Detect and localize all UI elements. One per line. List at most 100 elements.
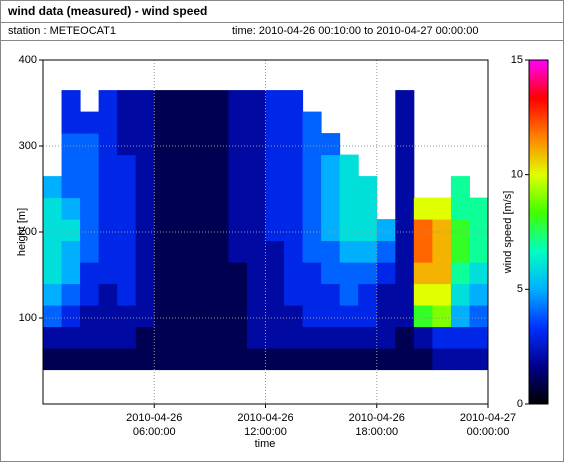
heat-cell bbox=[191, 240, 211, 263]
heat-cell bbox=[395, 154, 415, 177]
heat-cell bbox=[80, 111, 100, 134]
heat-cell bbox=[339, 197, 359, 220]
heat-cell bbox=[376, 219, 396, 242]
heat-cell bbox=[117, 326, 137, 349]
heat-cell bbox=[135, 283, 155, 306]
heat-cell bbox=[209, 176, 229, 199]
heat-cell bbox=[228, 90, 248, 113]
heat-cell bbox=[228, 283, 248, 306]
heat-cell bbox=[191, 348, 211, 371]
heat-cell bbox=[209, 283, 229, 306]
heat-cell bbox=[228, 219, 248, 242]
colorbar-tick-label: 10 bbox=[511, 169, 523, 181]
heat-cell bbox=[191, 262, 211, 285]
heat-cell bbox=[98, 262, 118, 285]
heat-cell bbox=[80, 348, 100, 371]
heat-cell bbox=[302, 283, 322, 306]
heat-cell bbox=[395, 176, 415, 199]
heat-cell bbox=[284, 176, 304, 199]
heat-cell bbox=[321, 348, 341, 371]
heat-cell bbox=[117, 240, 137, 263]
heat-cell bbox=[395, 326, 415, 349]
heat-cell bbox=[413, 305, 433, 328]
heat-cell bbox=[61, 219, 81, 242]
heat-cell bbox=[61, 262, 81, 285]
heat-cell bbox=[302, 348, 322, 371]
heat-cell bbox=[61, 133, 81, 156]
heat-cell bbox=[432, 262, 452, 285]
heat-cell bbox=[395, 348, 415, 371]
heat-cell bbox=[154, 348, 174, 371]
heat-cell bbox=[154, 133, 174, 156]
heat-cell bbox=[43, 176, 63, 199]
heat-cell bbox=[80, 133, 100, 156]
heat-cell bbox=[284, 262, 304, 285]
heat-cell bbox=[450, 283, 470, 306]
heat-cell bbox=[469, 305, 489, 328]
heat-cell bbox=[172, 111, 192, 134]
heat-cell bbox=[265, 90, 285, 113]
heat-cell bbox=[395, 305, 415, 328]
heat-cell bbox=[413, 197, 433, 220]
heat-cell bbox=[413, 348, 433, 371]
heat-cell bbox=[450, 240, 470, 263]
heat-cell bbox=[432, 197, 452, 220]
heat-cell bbox=[284, 154, 304, 177]
heat-cell bbox=[172, 283, 192, 306]
heat-cell bbox=[135, 197, 155, 220]
heat-cell bbox=[339, 176, 359, 199]
heat-cell bbox=[265, 111, 285, 134]
heat-cell bbox=[432, 283, 452, 306]
heat-cell bbox=[321, 283, 341, 306]
heat-cell bbox=[339, 262, 359, 285]
heat-cell bbox=[172, 219, 192, 242]
heat-cell bbox=[228, 176, 248, 199]
heat-cell bbox=[43, 262, 63, 285]
heat-cell bbox=[246, 348, 266, 371]
heat-cell bbox=[395, 197, 415, 220]
y-tick-label: 400 bbox=[19, 54, 37, 66]
heat-cell bbox=[395, 111, 415, 134]
heat-cell bbox=[469, 197, 489, 220]
heat-cell bbox=[284, 240, 304, 263]
heat-cell bbox=[321, 154, 341, 177]
heat-cell bbox=[80, 326, 100, 349]
heat-cell bbox=[395, 240, 415, 263]
heat-cell bbox=[43, 197, 63, 220]
heat-cell bbox=[117, 176, 137, 199]
heat-cell bbox=[191, 90, 211, 113]
heat-cell bbox=[191, 197, 211, 220]
heat-cell bbox=[80, 219, 100, 242]
heat-cell bbox=[302, 240, 322, 263]
heat-cell bbox=[265, 326, 285, 349]
heat-cell bbox=[339, 240, 359, 263]
heat-cell bbox=[98, 111, 118, 134]
heat-cell bbox=[284, 326, 304, 349]
heat-cell bbox=[469, 326, 489, 349]
heat-cell bbox=[154, 326, 174, 349]
heat-cell bbox=[209, 90, 229, 113]
heat-cell bbox=[172, 305, 192, 328]
heat-cell bbox=[265, 197, 285, 220]
heat-cell bbox=[43, 240, 63, 263]
heat-cell bbox=[376, 262, 396, 285]
heat-cell bbox=[172, 90, 192, 113]
heat-cell bbox=[450, 176, 470, 199]
heat-cell bbox=[172, 176, 192, 199]
heat-cell bbox=[209, 154, 229, 177]
heat-cell bbox=[302, 326, 322, 349]
heat-cell bbox=[302, 219, 322, 242]
heat-cell bbox=[339, 219, 359, 242]
heat-cell bbox=[154, 283, 174, 306]
heat-cell bbox=[209, 262, 229, 285]
colorbar bbox=[528, 59, 549, 405]
heat-cell bbox=[358, 262, 378, 285]
heat-cell bbox=[191, 133, 211, 156]
plot-border bbox=[42, 59, 489, 405]
heat-cell bbox=[98, 133, 118, 156]
station: station : METEOCAT1 bbox=[8, 25, 116, 37]
heat-cell bbox=[469, 348, 489, 371]
heat-cell bbox=[246, 305, 266, 328]
y-axis-label: height [m] bbox=[16, 208, 28, 256]
